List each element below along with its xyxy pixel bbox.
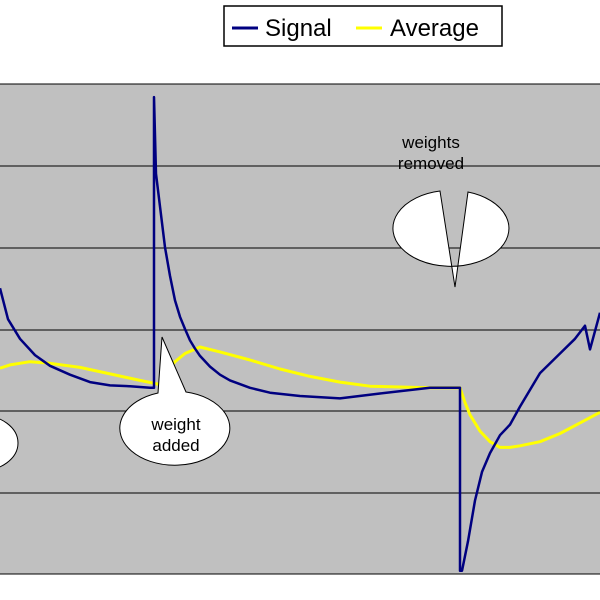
legend-label-signal: Signal: [265, 15, 332, 42]
callout-bubble: [0, 418, 19, 468]
average-series-line: [0, 345, 600, 449]
signal-series-line: [0, 95, 600, 572]
plot-area: [0, 84, 600, 574]
legend-box: [223, 5, 503, 47]
callout-line: added: [152, 436, 199, 455]
callout-line: removed: [398, 154, 464, 173]
callout-weight-added: weight added: [119, 336, 231, 466]
callout-bubble: [119, 336, 231, 466]
callout-partial-left: [0, 418, 19, 468]
legend: Signal Average: [223, 5, 503, 47]
callout-weights-removed: weights removed: [392, 133, 510, 288]
callout-line: weight: [150, 415, 200, 434]
callout-bubble: [392, 190, 510, 288]
legend-label-average: Average: [390, 15, 479, 42]
callout-line: weights: [401, 133, 460, 152]
